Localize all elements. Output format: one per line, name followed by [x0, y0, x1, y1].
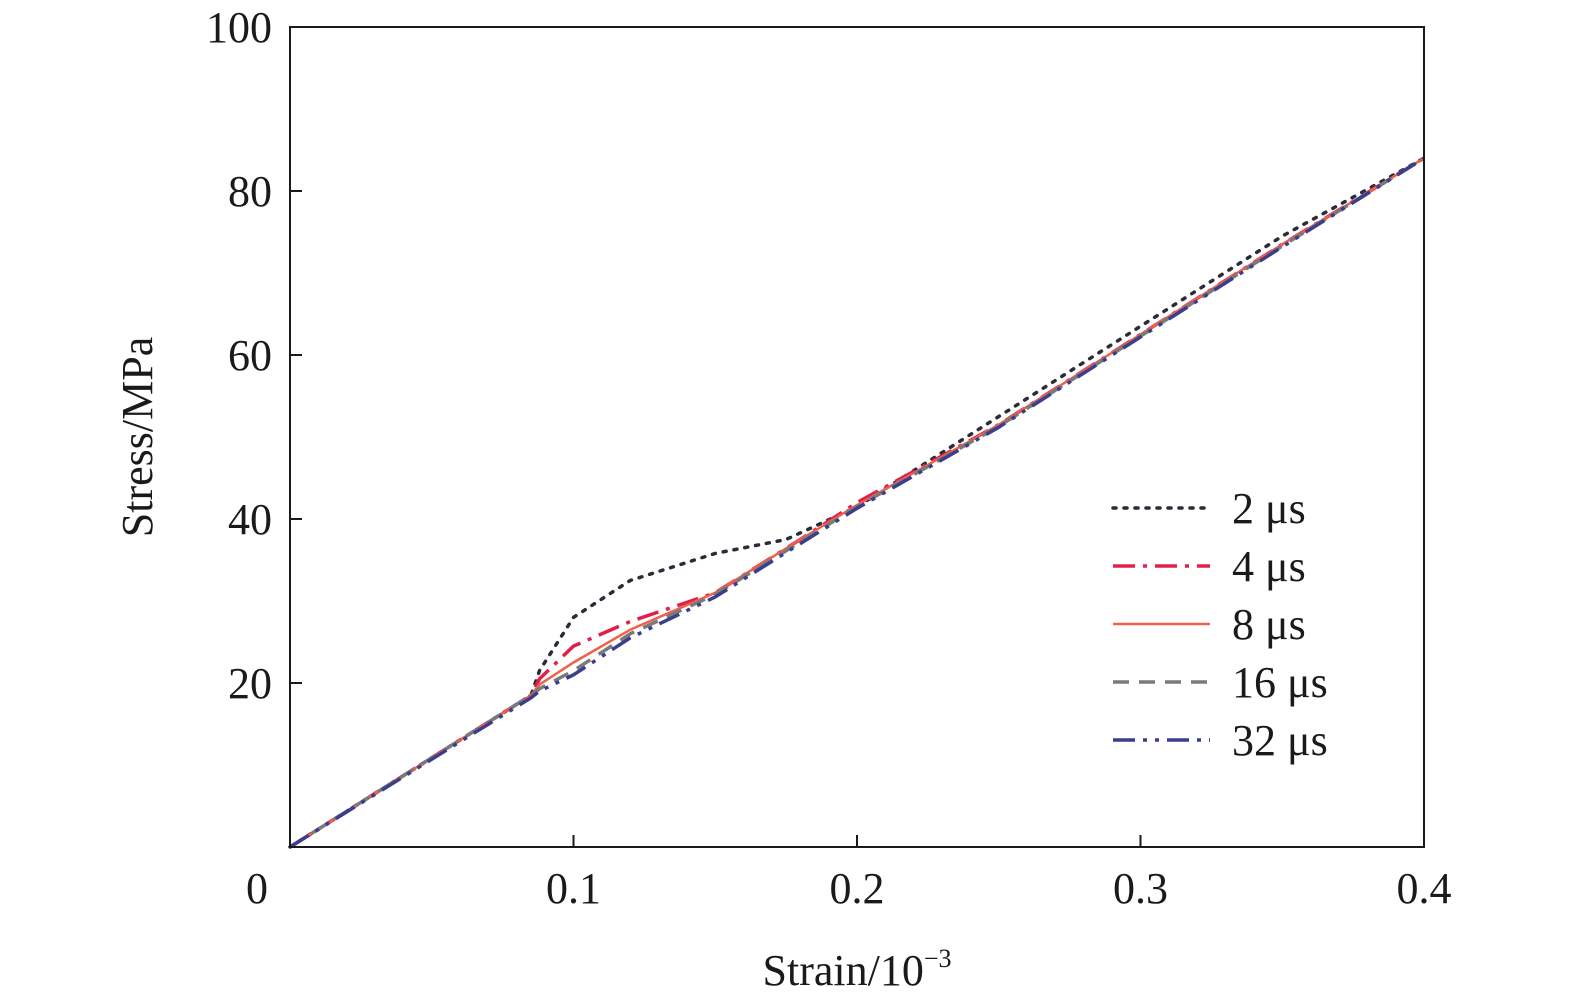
x-tick-label-4: 0.4 [1397, 864, 1452, 913]
y-axis-label: Stress/MPa [113, 337, 162, 537]
legend-label-4: 16 μs [1232, 658, 1328, 707]
legend-label-3: 8 μs [1232, 600, 1306, 649]
y-tick-label-1: 20 [228, 659, 272, 708]
y-tick-label-3: 60 [228, 331, 272, 380]
x-tick-label-3: 0.3 [1113, 864, 1168, 913]
axis-tick-labels: 0 0.1 0.2 0.3 0.4 20 40 60 80 100 [206, 3, 1452, 913]
x-tick-label-2: 0.2 [830, 864, 885, 913]
series-lines [288, 156, 1426, 849]
legend: 2 μs 4 μs 8 μs 16 μs 32 μs [1111, 484, 1328, 765]
series-line-5 [289, 156, 1425, 849]
series-line-1 [288, 156, 1426, 849]
origin-tick-label: 0 [246, 864, 268, 913]
legend-label-1: 2 μs [1232, 484, 1306, 533]
y-tick-label-2: 40 [228, 495, 272, 544]
series-line-4 [289, 156, 1425, 849]
legend-label-5: 32 μs [1232, 716, 1328, 765]
legend-label-2: 4 μs [1232, 542, 1306, 591]
x-tick-label-1: 0.1 [546, 864, 601, 913]
y-tick-label-4: 80 [228, 167, 272, 216]
x-axis-label: Strain/10−3 [763, 944, 952, 995]
y-tick-label-5: 100 [206, 3, 272, 52]
axis-ticks [290, 26, 1425, 847]
